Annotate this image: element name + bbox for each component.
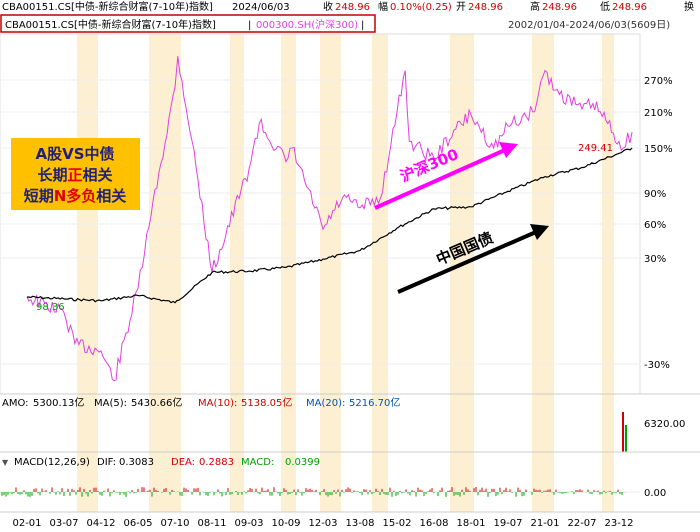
x-tick-label: 16-08 xyxy=(419,518,448,529)
y-tick-label: 270% xyxy=(644,76,673,87)
header-stat-value: 248.96 xyxy=(612,2,647,13)
x-tick-label: 03-07 xyxy=(49,518,78,529)
x-tick-label: 04-12 xyxy=(86,518,115,529)
macd-title: MACD(12,26,9) xyxy=(14,457,90,468)
y-tick-label: 150% xyxy=(644,144,673,155)
dea-label: DEA: xyxy=(171,457,195,468)
legend-end-separator: | xyxy=(361,20,364,31)
legend-box: CBA00151.CS[中债-新综合财富(7-10年)指数] | 000300.… xyxy=(0,14,376,33)
ma20-value: 5216.70亿 xyxy=(349,396,400,409)
x-tick-label: 02-01 xyxy=(12,518,41,529)
macd-value: 0.0399 xyxy=(285,457,320,468)
x-tick-label: 07-10 xyxy=(160,518,189,529)
x-tick-label: 10-09 xyxy=(271,518,300,529)
header-stat-label: 开 xyxy=(456,2,466,13)
annotation-box: A股VS中债 长期正相关 短期N多负相关 xyxy=(11,138,140,210)
volume-bar xyxy=(622,412,624,452)
y-tick-label: 30% xyxy=(644,254,666,265)
macd-zero-label: 0.00 xyxy=(644,488,666,499)
y-tick-label: 90% xyxy=(644,189,666,200)
x-tick-label: 12-03 xyxy=(308,518,337,529)
y-axis: 270% 210% 150% 90% 60% 30% -30% xyxy=(644,76,673,371)
x-tick-label: 18-01 xyxy=(456,518,485,529)
legend-frame xyxy=(0,14,376,33)
macd-panel: ▼ MACD(12,26,9) DIF: 0.3083 DEA: 0.2883 … xyxy=(0,457,700,513)
x-tick-label: 13-08 xyxy=(345,518,374,529)
header-bar: CBA00151.CS[中债-新综合财富(7-10年)指数] 2024/06/0… xyxy=(2,0,694,13)
header-stat-label: 幅 xyxy=(378,0,388,13)
ma5-value: 5430.66亿 xyxy=(131,396,182,409)
y-tick-label: -30% xyxy=(644,360,670,371)
header-stat-value: 248.96 xyxy=(468,2,503,13)
annotation-line-1: A股VS中债 xyxy=(35,145,114,163)
highlight-bands xyxy=(77,34,614,512)
x-tick-label: 08-11 xyxy=(197,518,226,529)
annotation-line-3: 短期N多负相关 xyxy=(24,187,127,205)
csi300-series-line xyxy=(26,56,633,382)
highlight-band xyxy=(281,34,296,512)
header-stat-value: 0.10%(0.25) xyxy=(390,2,452,13)
header-date: 2024/06/03 xyxy=(232,2,290,13)
legend-secondary[interactable]: 000300.SH(沪深300) xyxy=(256,18,358,31)
csi300-arrow xyxy=(374,142,518,210)
start-value-label: 98.36 xyxy=(36,302,65,313)
switch-button[interactable]: 换 xyxy=(684,0,694,13)
x-tick-label: 15-02 xyxy=(382,518,411,529)
macd-label: MACD: xyxy=(241,457,274,468)
x-axis: 02-01 03-07 04-12 06-05 07-10 08-11 09-03 10-09… xyxy=(12,518,633,529)
ma5-label: MA(5): xyxy=(94,398,127,409)
header-stat-value: 248.96 xyxy=(335,2,370,13)
volume-bar xyxy=(625,425,627,452)
dif-label: DIF: xyxy=(97,457,116,468)
x-tick-label: 22-07 xyxy=(567,518,596,529)
highlight-band xyxy=(320,34,341,512)
ma10-label: MA(10): xyxy=(198,398,237,409)
header-stats: 收 248.96 幅 0.10%(0.25) 开 248.96 高 248.96 低 248.96 xyxy=(323,0,647,13)
date-range: 2002/01/04-2024/06/03(5609日) xyxy=(508,20,670,31)
y-tick-label: 210% xyxy=(644,108,673,119)
x-tick-label: 19-07 xyxy=(493,518,522,529)
legend-primary[interactable]: CBA00151.CS[中债-新综合财富(7-10年)指数] xyxy=(5,18,216,31)
x-tick-label: 21-01 xyxy=(530,518,559,529)
y-tick-label: 60% xyxy=(644,220,666,231)
x-tick-label: 23-12 xyxy=(604,518,633,529)
macd-dropdown-icon[interactable]: ▼ xyxy=(2,458,9,467)
last-value-label: 249.41 xyxy=(578,143,613,154)
highlight-band xyxy=(372,34,388,512)
annotation-line-2: 长期正相关 xyxy=(37,166,112,184)
x-tick-label: 09-03 xyxy=(234,518,263,529)
ma20-label: MA(20): xyxy=(306,398,345,409)
ma10-value: 5138.05亿 xyxy=(241,396,292,409)
header-stat-value: 248.96 xyxy=(542,2,577,13)
volume-axis-label: 6320.00 xyxy=(644,419,685,430)
legend-separator: | xyxy=(248,20,251,31)
bond-arrow xyxy=(397,224,549,294)
header-stat-label: 收 xyxy=(323,0,333,13)
amo-value: 5300.13亿 xyxy=(33,396,84,409)
dif-value: 0.3083 xyxy=(119,457,154,468)
bond-index-series-line xyxy=(26,147,633,304)
header-stat-label: 低 xyxy=(600,0,610,13)
highlight-band xyxy=(77,34,98,512)
x-tick-label: 06-05 xyxy=(123,518,152,529)
header-stat-label: 高 xyxy=(530,0,540,13)
highlight-band xyxy=(450,34,474,512)
macd-histogram xyxy=(1,487,629,497)
highlight-band xyxy=(149,34,181,512)
amo-label: AMO: xyxy=(2,398,29,409)
annotation-box-bg xyxy=(11,138,140,210)
volume-panel: AMO: 5300.13亿 MA(5): 5430.66亿 MA(10): 51… xyxy=(0,393,700,453)
header-code: CBA00151.CS[中债-新综合财富(7-10年)指数] xyxy=(2,0,213,13)
dea-value: 0.2883 xyxy=(199,457,234,468)
highlight-band xyxy=(602,34,614,512)
highlight-band xyxy=(532,34,554,512)
